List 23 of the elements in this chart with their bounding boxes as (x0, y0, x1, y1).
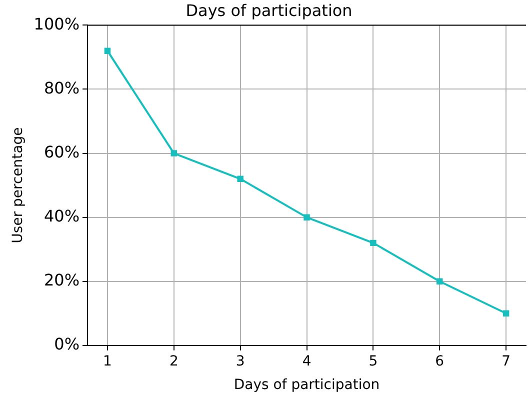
y-tick-label: 60% (44, 142, 80, 162)
point (104, 48, 111, 54)
x-tick-label: 7 (502, 353, 511, 370)
chart-title: Days of participation (186, 0, 352, 20)
point (502, 310, 510, 316)
y-tick-label: 80% (44, 78, 80, 98)
point (304, 214, 310, 220)
x-tick-label: 2 (169, 353, 178, 370)
y-axis-title: User percentage (10, 127, 26, 244)
x-tick-label: 1 (103, 353, 112, 370)
y-tick-label: 100% (34, 14, 80, 34)
point (436, 278, 443, 284)
x-axis-title: Days of participation (234, 377, 380, 394)
point (170, 150, 178, 156)
x-tick-label: 5 (368, 353, 378, 370)
point (370, 240, 376, 246)
point (237, 176, 244, 182)
x-tick-label: 4 (302, 353, 312, 370)
y-tick-label: 40% (44, 206, 80, 226)
x-tick-label: 6 (435, 353, 444, 370)
x-tick-label: 3 (236, 353, 245, 370)
y-tick-label: 0% (54, 334, 80, 354)
y-tick-label: 20% (44, 270, 80, 290)
